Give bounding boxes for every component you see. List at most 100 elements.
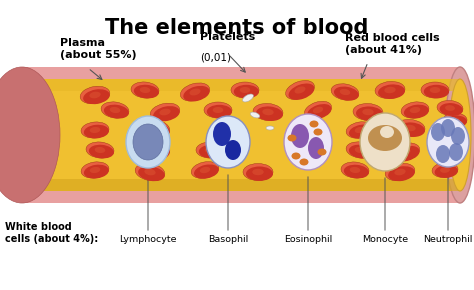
Text: Platelets: Platelets (200, 32, 255, 42)
Ellipse shape (131, 82, 159, 98)
Ellipse shape (344, 165, 369, 178)
Ellipse shape (384, 87, 396, 93)
Ellipse shape (81, 162, 109, 178)
Ellipse shape (90, 167, 100, 173)
Ellipse shape (443, 113, 467, 127)
Ellipse shape (375, 81, 405, 99)
Ellipse shape (226, 119, 235, 125)
Ellipse shape (393, 146, 419, 162)
Ellipse shape (126, 116, 170, 168)
Ellipse shape (304, 101, 331, 119)
Ellipse shape (450, 117, 460, 123)
Ellipse shape (368, 125, 402, 151)
Ellipse shape (150, 103, 180, 121)
Ellipse shape (159, 109, 171, 115)
Ellipse shape (313, 128, 322, 135)
Ellipse shape (205, 147, 215, 153)
Ellipse shape (429, 87, 440, 93)
Ellipse shape (294, 86, 305, 94)
Ellipse shape (206, 116, 250, 168)
Ellipse shape (95, 147, 105, 153)
Ellipse shape (16, 79, 42, 191)
Ellipse shape (353, 104, 383, 121)
Ellipse shape (440, 147, 450, 153)
Ellipse shape (308, 137, 324, 159)
Ellipse shape (0, 67, 60, 203)
Ellipse shape (362, 109, 374, 115)
Ellipse shape (378, 84, 405, 99)
Ellipse shape (213, 107, 223, 113)
Ellipse shape (439, 103, 463, 116)
Ellipse shape (341, 162, 369, 178)
Ellipse shape (385, 163, 415, 181)
Bar (22, 67, 460, 203)
Ellipse shape (435, 132, 445, 138)
Bar (24, 179, 460, 191)
Ellipse shape (435, 165, 458, 178)
Ellipse shape (431, 123, 445, 141)
Ellipse shape (196, 142, 224, 158)
Text: Monocyte: Monocyte (362, 235, 408, 244)
Ellipse shape (143, 122, 170, 137)
Ellipse shape (410, 107, 420, 113)
Ellipse shape (350, 167, 360, 173)
Bar (24, 79, 460, 191)
Ellipse shape (207, 105, 232, 118)
Ellipse shape (149, 149, 161, 155)
Ellipse shape (183, 86, 210, 101)
Ellipse shape (140, 87, 150, 93)
Ellipse shape (449, 79, 471, 191)
Bar (24, 79, 460, 91)
Ellipse shape (313, 107, 323, 113)
Ellipse shape (440, 167, 450, 173)
Text: The elements of blood: The elements of blood (105, 18, 369, 38)
Ellipse shape (266, 126, 274, 130)
Ellipse shape (401, 102, 429, 118)
Ellipse shape (284, 114, 332, 170)
Ellipse shape (90, 92, 100, 98)
Text: Neutrophil: Neutrophil (423, 235, 473, 244)
Ellipse shape (231, 82, 259, 98)
Ellipse shape (133, 124, 163, 160)
Ellipse shape (349, 145, 374, 159)
Ellipse shape (437, 100, 463, 115)
Ellipse shape (262, 109, 273, 115)
Ellipse shape (191, 162, 219, 178)
Ellipse shape (86, 142, 114, 158)
Ellipse shape (445, 105, 455, 111)
Ellipse shape (300, 159, 309, 166)
Ellipse shape (109, 107, 120, 113)
Ellipse shape (395, 119, 425, 137)
Ellipse shape (421, 82, 449, 98)
Ellipse shape (449, 143, 463, 161)
Ellipse shape (432, 162, 458, 177)
Ellipse shape (331, 84, 359, 100)
Ellipse shape (240, 87, 250, 93)
Ellipse shape (291, 124, 309, 148)
Ellipse shape (81, 122, 109, 138)
Ellipse shape (388, 166, 415, 181)
Ellipse shape (149, 125, 161, 131)
Ellipse shape (445, 67, 474, 203)
Ellipse shape (394, 169, 406, 175)
Ellipse shape (225, 140, 241, 160)
Ellipse shape (404, 125, 416, 131)
Ellipse shape (253, 104, 283, 121)
Text: Lymphocyte: Lymphocyte (119, 235, 177, 244)
Ellipse shape (355, 147, 365, 153)
Ellipse shape (190, 88, 201, 95)
Ellipse shape (355, 127, 365, 133)
Ellipse shape (200, 167, 210, 173)
Ellipse shape (427, 127, 453, 143)
Text: (0,01): (0,01) (200, 52, 231, 62)
Ellipse shape (424, 85, 449, 98)
Ellipse shape (334, 86, 359, 101)
Ellipse shape (360, 113, 410, 171)
Ellipse shape (234, 85, 259, 98)
Ellipse shape (84, 125, 109, 138)
Text: Plasma
(about 55%): Plasma (about 55%) (60, 38, 137, 60)
Text: Eosinophil: Eosinophil (284, 235, 332, 244)
Ellipse shape (380, 126, 394, 138)
Ellipse shape (80, 86, 110, 104)
Ellipse shape (430, 130, 453, 143)
